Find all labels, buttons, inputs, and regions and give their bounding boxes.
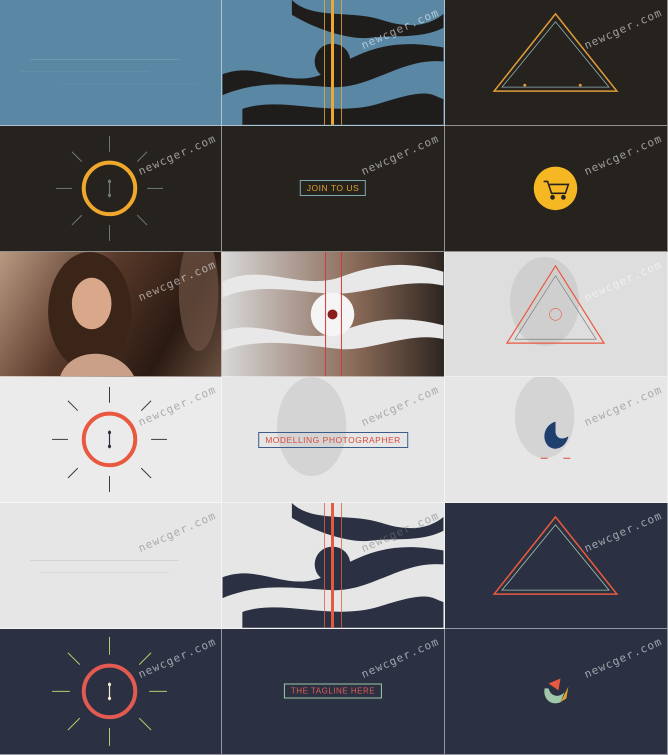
frame-13: newcger.com bbox=[0, 503, 222, 629]
brand-logo-icon bbox=[544, 421, 569, 450]
frame-7: newcger.com bbox=[0, 251, 222, 378]
frame-18: newcger.com bbox=[445, 628, 668, 755]
logo-graphic bbox=[514, 377, 575, 460]
wave-stripes-graphic bbox=[222, 0, 444, 125]
tagline-caption: THE TAGLINE HERE bbox=[283, 683, 383, 699]
portrait-photo bbox=[48, 251, 219, 377]
cart-badge bbox=[533, 166, 578, 210]
frame-6: newcger.com bbox=[445, 125, 668, 252]
frame-2: newcger.com bbox=[222, 0, 445, 126]
frame-11: MODELLING PHOTOGRAPHER newcger.com bbox=[222, 377, 445, 504]
noise-lines bbox=[20, 59, 199, 84]
frame-1 bbox=[0, 0, 222, 126]
faded-portrait bbox=[277, 377, 347, 477]
logo-graphic bbox=[544, 678, 569, 704]
triangle-graphic bbox=[505, 256, 606, 346]
noise-lines bbox=[30, 560, 179, 573]
frame-15: newcger.com bbox=[445, 503, 668, 629]
sun-ring-graphic bbox=[56, 135, 163, 241]
frame-8 bbox=[222, 251, 445, 378]
join-caption: JOIN TO US bbox=[299, 180, 367, 197]
watermark: newcger.com bbox=[359, 131, 442, 178]
modelling-caption: MODELLING PHOTOGRAPHER bbox=[258, 431, 408, 448]
shopping-cart-icon bbox=[543, 180, 570, 200]
frame-17: THE TAGLINE HERE newcger.com bbox=[222, 628, 445, 755]
watermark: newcger.com bbox=[359, 634, 442, 681]
frame-16: newcger.com bbox=[0, 628, 222, 755]
frame-10: newcger.com bbox=[0, 377, 222, 504]
frame-9: newcger.com bbox=[445, 251, 668, 378]
sun-ring-graphic bbox=[52, 387, 167, 493]
frame-14: newcger.com bbox=[222, 503, 445, 629]
frame-4: newcger.com bbox=[0, 125, 222, 252]
triangle-graphic bbox=[492, 12, 619, 92]
wave-stripes-graphic bbox=[222, 251, 444, 377]
brand-logo-icon bbox=[544, 678, 569, 704]
frame-3: newcger.com bbox=[445, 0, 668, 126]
frame-12: newcger.com bbox=[445, 377, 668, 504]
frame-5: JOIN TO US newcger.com bbox=[222, 125, 445, 252]
sun-ring-graphic bbox=[52, 636, 167, 746]
wave-stripes-graphic bbox=[222, 503, 444, 628]
triangle-graphic bbox=[492, 515, 619, 596]
